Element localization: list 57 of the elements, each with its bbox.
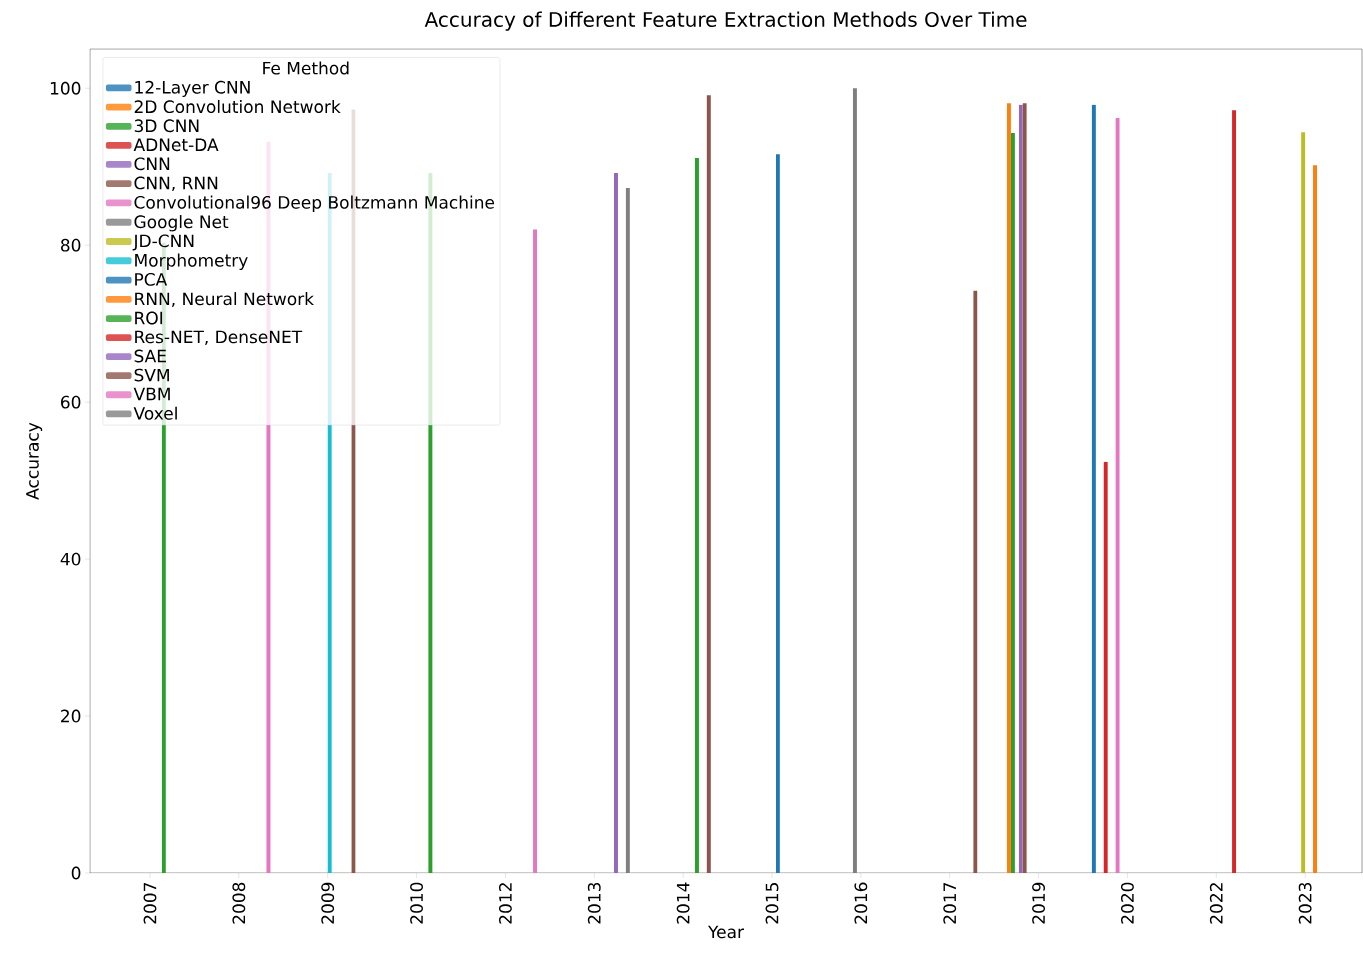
y-axis-title: Accuracy (26, 422, 43, 500)
legend-label: Google Net (134, 215, 229, 232)
x-tick-label: 2017 (943, 883, 957, 924)
legend-label: SAE (134, 349, 166, 363)
y-tick-label: 100 (50, 81, 81, 95)
y-tick-label: 0 (71, 866, 81, 880)
bar (694, 158, 699, 873)
bar (1010, 132, 1015, 873)
bar (625, 187, 630, 873)
bar (1103, 461, 1108, 873)
x-tick-label: 2023 (1298, 882, 1312, 924)
y-tick-label: 20 (61, 709, 81, 723)
y-tick-label: 60 (61, 395, 81, 409)
bar (1115, 118, 1120, 873)
legend-label: 12-Layer CNN (135, 80, 250, 97)
y-tick-label: 40 (60, 552, 81, 566)
x-tick-label: 2019 (1032, 882, 1045, 924)
bar (1232, 110, 1237, 873)
x-axis-title: Year (707, 925, 745, 939)
bar (1006, 103, 1011, 873)
x-tick-label: 2010 (410, 882, 423, 924)
bar (1313, 165, 1317, 873)
chart-title: Accuracy of Different Feature Extraction Methods Over Time (424, 11, 1027, 31)
x-tick-label: 2022 (1209, 883, 1223, 924)
legend-label: CNN, RNN (134, 176, 218, 192)
legend-label: PCA (135, 272, 168, 286)
legend-label: VBM (133, 387, 170, 401)
legend-label: SVM (134, 368, 169, 382)
legend-label: Convolutional96 Deep Boltzmann Machine (134, 195, 495, 213)
y-tick-label: 80 (61, 238, 81, 252)
legend-label: 3D CNN (134, 119, 199, 133)
legend-title: Fe Method (263, 61, 349, 75)
legend-label: CNN (134, 157, 170, 171)
x-tick-label: 2012 (498, 883, 512, 924)
x-tick-label: 2016 (854, 882, 868, 924)
x-tick-label: 2008 (232, 882, 246, 924)
x-tick-label: 2013 (587, 882, 601, 924)
bar (614, 172, 618, 873)
x-tick-label: 2007 (143, 883, 157, 924)
bar (1091, 104, 1096, 873)
legend-label: RNN, Neural Network (135, 292, 314, 307)
bar (852, 88, 857, 873)
x-tick-label: 2014 (676, 882, 690, 924)
legend-label: JD-CNN (132, 234, 194, 251)
legend-label: Voxel (133, 406, 177, 420)
x-tick-label: 2020 (1120, 882, 1134, 924)
bar (706, 95, 711, 873)
legend-label: 2D Convolution Network (134, 99, 341, 114)
legend-label: ADNet-DA (133, 138, 219, 152)
legend-label: Res-NET, DenseNET (135, 330, 303, 346)
bar (973, 290, 978, 873)
bar (1301, 132, 1306, 873)
legend-label: ROI (135, 311, 163, 325)
legend-label: Morphometry (135, 253, 248, 271)
x-tick-label: 2015 (765, 883, 779, 924)
x-tick-label: 2009 (321, 882, 335, 924)
bar (533, 229, 538, 873)
